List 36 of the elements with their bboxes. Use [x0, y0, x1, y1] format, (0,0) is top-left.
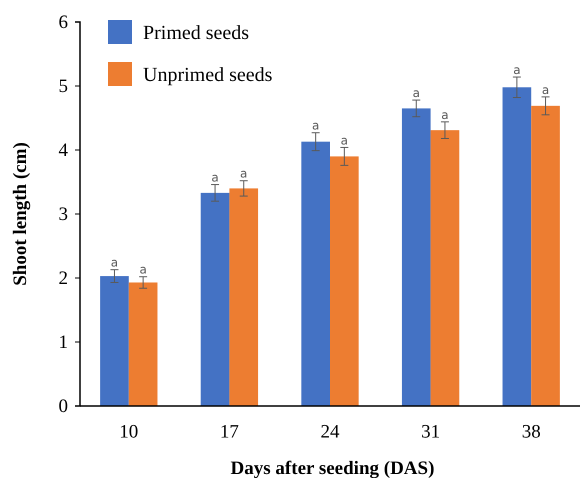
x-tick-label: 10	[119, 422, 138, 442]
annotation: a	[139, 262, 147, 277]
y-tick-label: 4	[58, 140, 68, 162]
annotation: a	[441, 108, 449, 122]
annotation: a	[542, 82, 550, 97]
x-tick-label: 38	[522, 422, 541, 442]
bar	[100, 276, 129, 406]
y-tick-label: 1	[58, 332, 68, 354]
annotation: a	[340, 133, 348, 148]
legend-label: Primed seeds	[143, 22, 250, 44]
annotation: a	[240, 166, 248, 181]
bar	[128, 282, 158, 406]
bar	[200, 192, 230, 406]
annotation: a	[412, 86, 420, 100]
y-tick-label: 3	[58, 204, 68, 226]
bar	[531, 106, 560, 406]
annotation: a	[513, 63, 521, 78]
x-tick-label: 24	[320, 422, 340, 442]
bar	[301, 142, 330, 406]
annotation: a	[312, 118, 320, 133]
bar	[229, 188, 258, 406]
y-axis-title: Shoot length (cm)	[10, 142, 31, 286]
annotation: a	[211, 170, 219, 185]
y-tick-label: 6	[58, 12, 68, 34]
legend-label: Unprimed seeds	[143, 64, 273, 86]
x-tick-label: 31	[421, 422, 440, 442]
x-tick-label: 17	[220, 422, 239, 442]
x-axis-title: Days after seeding (DAS)	[230, 458, 434, 478]
bar	[502, 87, 532, 406]
y-tick-label: 5	[58, 76, 68, 98]
bar	[402, 108, 431, 406]
annotation: a	[110, 256, 118, 270]
y-tick-label: 2	[58, 268, 68, 290]
bar	[430, 130, 460, 406]
bar	[330, 156, 359, 406]
y-tick-label: 0	[58, 396, 68, 418]
